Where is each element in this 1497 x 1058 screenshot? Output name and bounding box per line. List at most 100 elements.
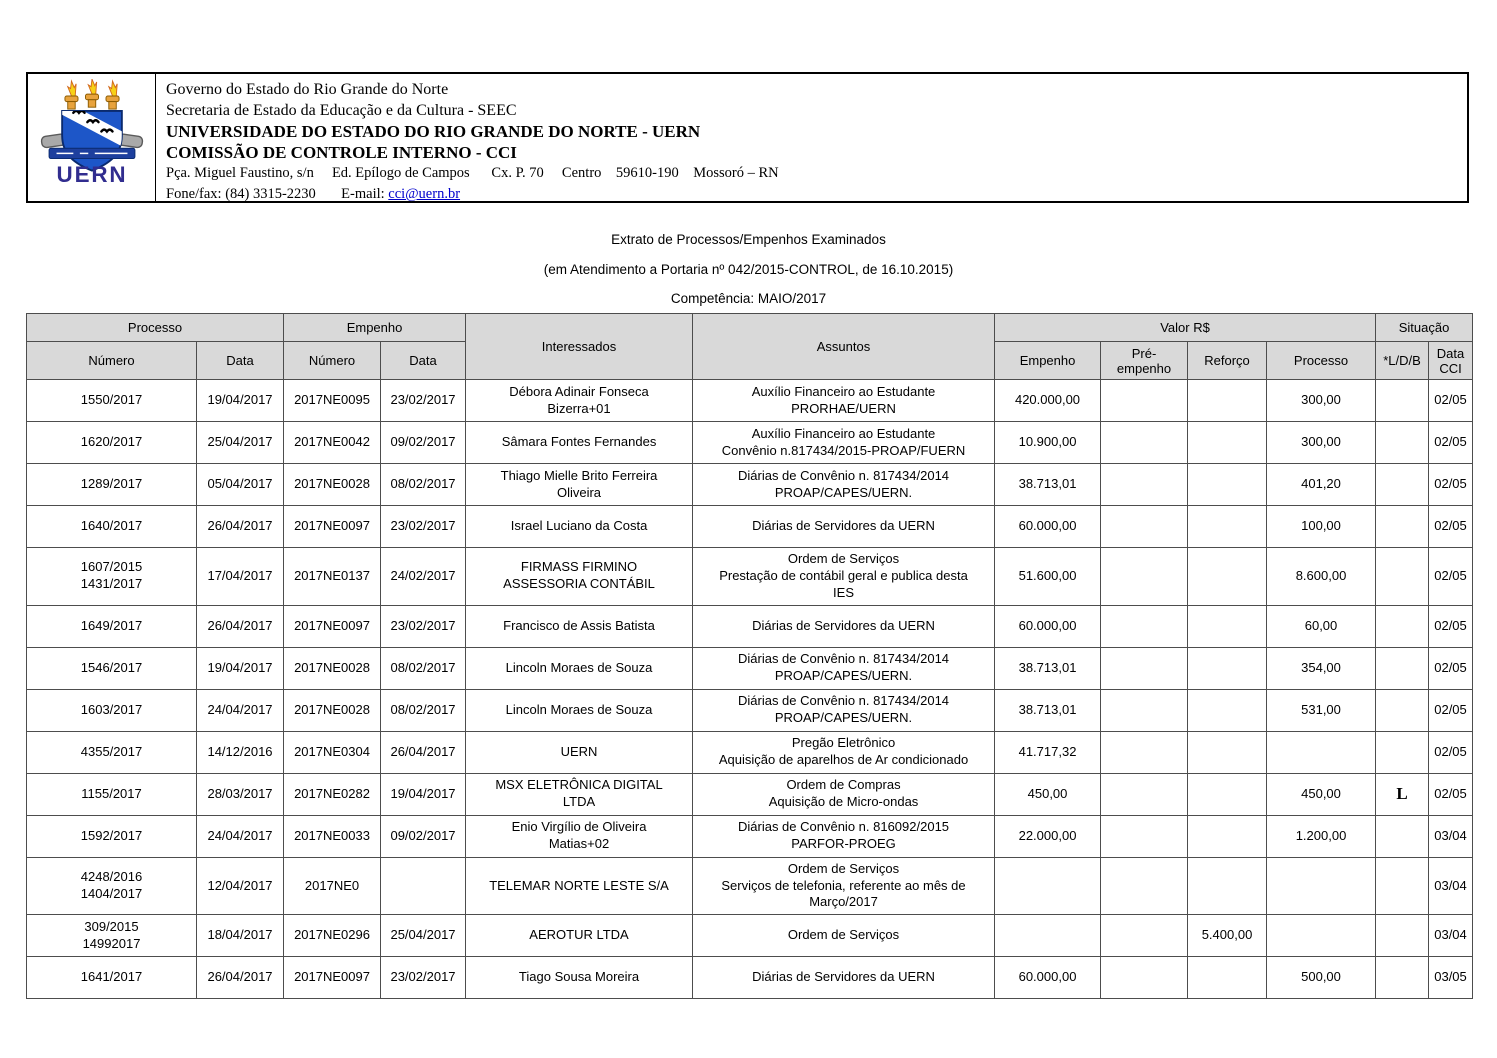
col-header-ldb: *L/D/B [1375,341,1430,380]
cell-empenho-numero: 2017NE0097 [283,505,382,548]
col-header-data-cci: Data CCI [1428,341,1474,380]
document-subtitle: (em Atendimento a Portaria nº 042/2015-C… [543,261,954,277]
cell-empenho-data: 23/02/2017 [380,956,467,1000]
cell-interessados: MSX ELETRÔNICA DIGITAL LTDA [465,772,694,816]
cell-assuntos: Diárias de Convênio n. 817434/2014 PROAP… [692,463,996,506]
cell-valor-reforco [1187,856,1268,916]
cell-interessados: AEROTUR LTDA [465,914,694,958]
table-row: 4355/2017 14/12/2016 2017NE0304 26/04/2017 U… [26,730,1474,774]
cell-valor-pre-empenho [1100,772,1189,816]
cell-valor-empenho: 450,00 [994,772,1102,816]
col-group-situacao: Situação [1375,313,1474,342]
cell-valor-empenho [994,914,1102,958]
col-header-valor-empenho: Empenho [994,341,1102,380]
cell-valor-processo: 500,00 [1266,956,1377,1000]
cell-data-cci: 03/04 [1428,914,1474,958]
table-row: 1640/2017 26/04/2017 2017NE0097 23/02/2017 I… [26,505,1474,548]
cell-ldb [1375,914,1430,958]
cell-ldb [1375,547,1430,606]
cell-ldb [1375,688,1430,732]
email-link[interactable]: cci@uern.br [388,186,461,202]
cell-valor-pre-empenho [1100,730,1189,774]
cell-processo-data: 12/04/2017 [195,856,285,916]
cell-interessados: TELEMAR NORTE LESTE S/A [465,856,694,916]
cell-valor-empenho: 38.713,01 [994,688,1102,732]
cell-assuntos: Ordem de Serviços [692,914,996,958]
col-header-interessados: Interessados [465,313,694,380]
cell-valor-pre-empenho [1100,379,1189,422]
cell-valor-empenho: 41.717,32 [994,730,1102,774]
cell-data-cci: 02/05 [1428,547,1474,606]
cell-empenho-data: 08/02/2017 [380,646,467,690]
table-row: 1603/2017 24/04/2017 2017NE0028 08/02/2017 L… [26,688,1474,732]
cell-processo-data: 18/04/2017 [195,914,285,958]
cell-empenho-numero: 2017NE0095 [283,379,382,422]
cell-processo-data: 25/04/2017 [195,421,285,464]
cell-processo-numero: 1550/2017 [26,379,197,422]
cell-empenho-data: 23/02/2017 [380,604,467,648]
cell-valor-pre-empenho [1100,914,1189,958]
cell-ldb [1375,856,1430,916]
cell-empenho-numero: 2017NE0033 [283,814,382,858]
cell-valor-pre-empenho [1100,688,1189,732]
cell-valor-processo: 450,00 [1266,772,1377,816]
cell-assuntos: Diárias de Servidores da UERN [692,505,996,548]
cell-assuntos: Ordem de Serviços Serviços de telefonia,… [692,856,996,916]
cell-data-cci: 02/05 [1428,463,1474,506]
col-header-assuntos: Assuntos [692,313,996,380]
cell-processo-numero: 1603/2017 [26,688,197,732]
cell-valor-processo: 531,00 [1266,688,1377,732]
cell-ldb [1375,730,1430,774]
cell-valor-processo: 100,00 [1266,505,1377,548]
table-row: 309/2015 14992017 18/04/2017 2017NE0296 25/… [26,914,1474,958]
university-line: UNIVERSIDADE DO ESTADO DO RIO GRANDE DO … [166,122,701,141]
cell-processo-data: 26/04/2017 [195,604,285,648]
cell-interessados: Sâmara Fontes Fernandes [465,421,694,464]
cell-processo-numero: 1592/2017 [26,814,197,858]
processes-table: Processo Empenho Interessados Assuntos V… [25,313,1474,1000]
cell-valor-pre-empenho [1100,421,1189,464]
document-title-block: Extrato de Processos/Empenhos Examinados… [0,232,1497,321]
col-group-empenho: Empenho [283,313,467,342]
cell-empenho-data: 09/02/2017 [380,421,467,464]
cell-interessados: UERN [465,730,694,774]
cell-valor-reforco [1187,604,1268,648]
cell-processo-data: 17/04/2017 [195,547,285,606]
cell-assuntos: Auxílio Financeiro ao Estudante Convênio… [692,421,996,464]
cell-valor-pre-empenho [1100,547,1189,606]
cell-processo-data: 19/04/2017 [195,646,285,690]
col-group-valor: Valor R$ [994,313,1377,342]
cell-valor-reforco [1187,730,1268,774]
commission-line: COMISSÃO DE CONTROLE INTERNO - CCI [166,143,517,162]
cell-valor-processo [1266,730,1377,774]
col-header-valor-pre-empenho: Pré-empenho [1100,341,1189,380]
cell-empenho-numero: 2017NE0304 [283,730,382,774]
cell-valor-processo: 1.200,00 [1266,814,1377,858]
cell-valor-reforco [1187,814,1268,858]
cell-processo-data: 19/04/2017 [195,379,285,422]
cell-interessados: Enio Virgílio de Oliveira Matias+02 [465,814,694,858]
cell-ldb: L [1375,772,1430,816]
cell-processo-numero: 1289/2017 [26,463,197,506]
cell-ldb [1375,379,1430,422]
cell-empenho-data: 19/04/2017 [380,772,467,816]
torch-icons [63,78,120,110]
cell-assuntos: Diárias de Convênio n. 817434/2014 PROAP… [692,688,996,732]
cell-valor-pre-empenho [1100,505,1189,548]
cell-valor-processo: 354,00 [1266,646,1377,690]
cell-assuntos: Ordem de Compras Aquisição de Micro-onda… [692,772,996,816]
cell-assuntos: Pregão Eletrônico Aquisição de aparelhos… [692,730,996,774]
bird-glyphs [71,110,114,133]
cell-valor-reforco [1187,463,1268,506]
table-row: 1550/2017 19/04/2017 2017NE0095 23/02/2017 D… [26,379,1474,422]
cell-empenho-numero: 2017NE0028 [283,463,382,506]
institution-header: UERN Governo do Estado do Rio Grande do … [26,72,1469,203]
cell-data-cci: 03/04 [1428,856,1474,916]
cell-processo-data: 26/04/2017 [195,505,285,548]
cell-interessados: Thiago Mielle Brito Ferreira Oliveira [465,463,694,506]
cell-valor-empenho: 60.000,00 [994,604,1102,648]
cell-data-cci: 02/05 [1428,646,1474,690]
cell-data-cci: 02/05 [1428,730,1474,774]
table-row: 1546/2017 19/04/2017 2017NE0028 08/02/2017 L… [26,646,1474,690]
